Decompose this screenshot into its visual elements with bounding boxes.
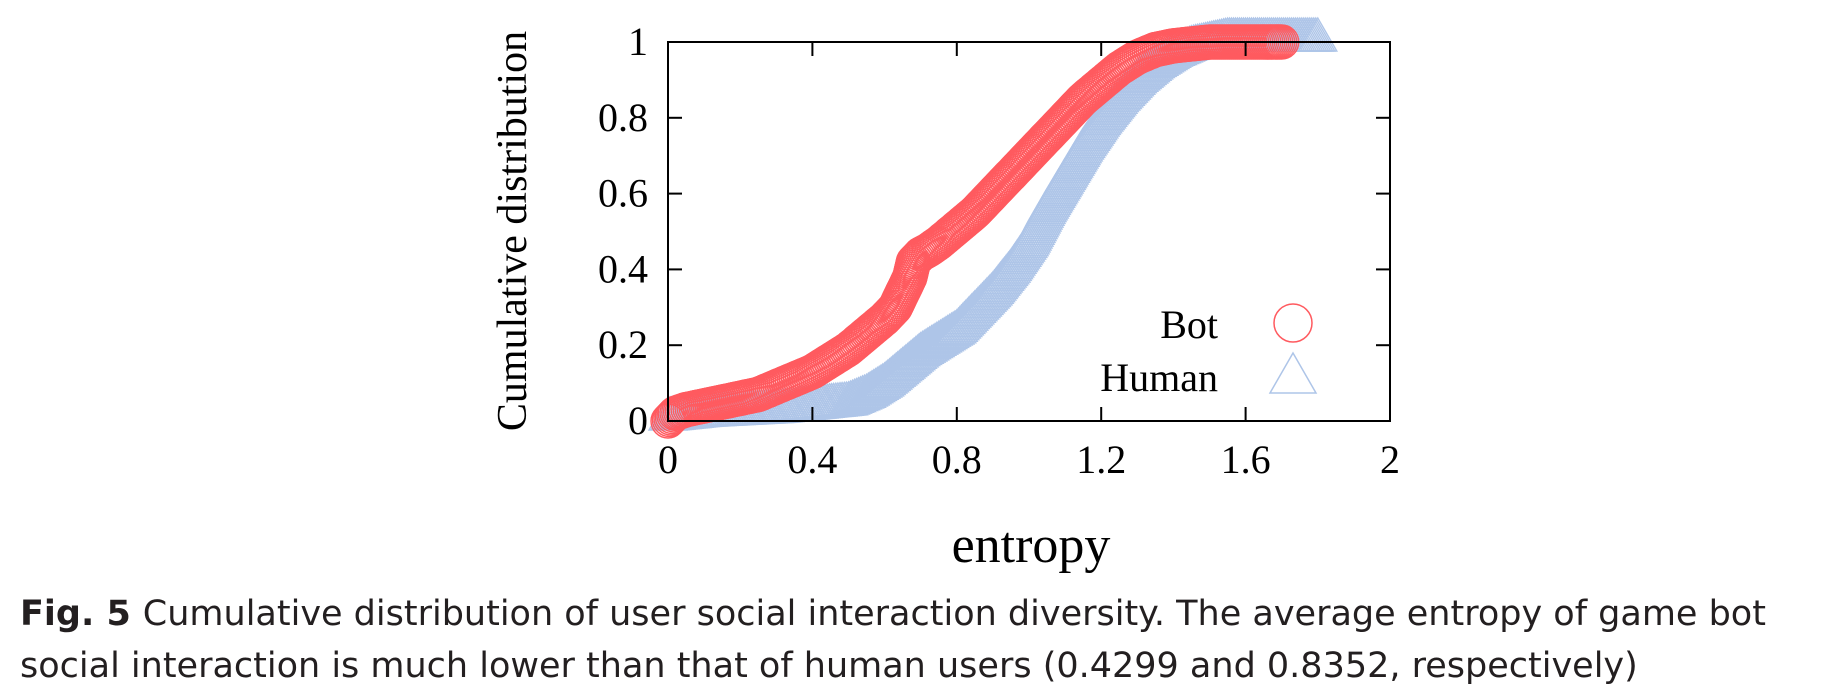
figure-caption: Fig. 5 Cumulative distribution of user so…: [20, 588, 1820, 692]
ticks-layer: [667, 41, 1391, 422]
legend-label-bot: Bot: [1160, 302, 1218, 347]
tick-labels: 0 0.4 0.8 1.2 1.6 2 0 0.2 0.4 0.6 0.8 1: [598, 19, 1400, 482]
y-tick-label: 0.8: [598, 95, 648, 140]
human-point: [1297, 16, 1339, 52]
x-tick-label: 0.8: [932, 437, 982, 482]
y-tick-label: 0.6: [598, 171, 648, 216]
x-tick-label: 2: [1380, 437, 1400, 482]
x-tick-label: 1.2: [1076, 437, 1126, 482]
plot-frame: [667, 41, 1391, 422]
legend-label-human: Human: [1100, 355, 1218, 400]
x-tick-label: 0: [658, 437, 678, 482]
legend: Bot Human: [1100, 302, 1318, 400]
y-tick-label: 0: [628, 398, 648, 443]
x-tick-label: 1.6: [1221, 437, 1271, 482]
cdf-chart: 0 0.4 0.8 1.2 1.6 2 0 0.2 0.4 0.6 0.8 1 entropy Cum…: [490, 16, 1400, 574]
data-layer: [647, 16, 1339, 439]
y-axis-title: Cumulative distribution: [490, 31, 536, 431]
x-axis-title: entropy: [952, 517, 1111, 574]
y-tick-label: 0.2: [598, 322, 648, 367]
series-human: [647, 16, 1339, 431]
legend-marker-bot: [1273, 303, 1313, 343]
x-tick-label: 0.4: [787, 437, 837, 482]
caption-label: Fig. 5: [20, 594, 131, 634]
y-tick-label: 1: [628, 19, 648, 64]
legend-marker-human: [1268, 351, 1318, 394]
caption-text: Cumulative distribution of user social i…: [20, 594, 1766, 686]
y-tick-label: 0.4: [598, 246, 648, 291]
series-bot: [650, 24, 1300, 439]
